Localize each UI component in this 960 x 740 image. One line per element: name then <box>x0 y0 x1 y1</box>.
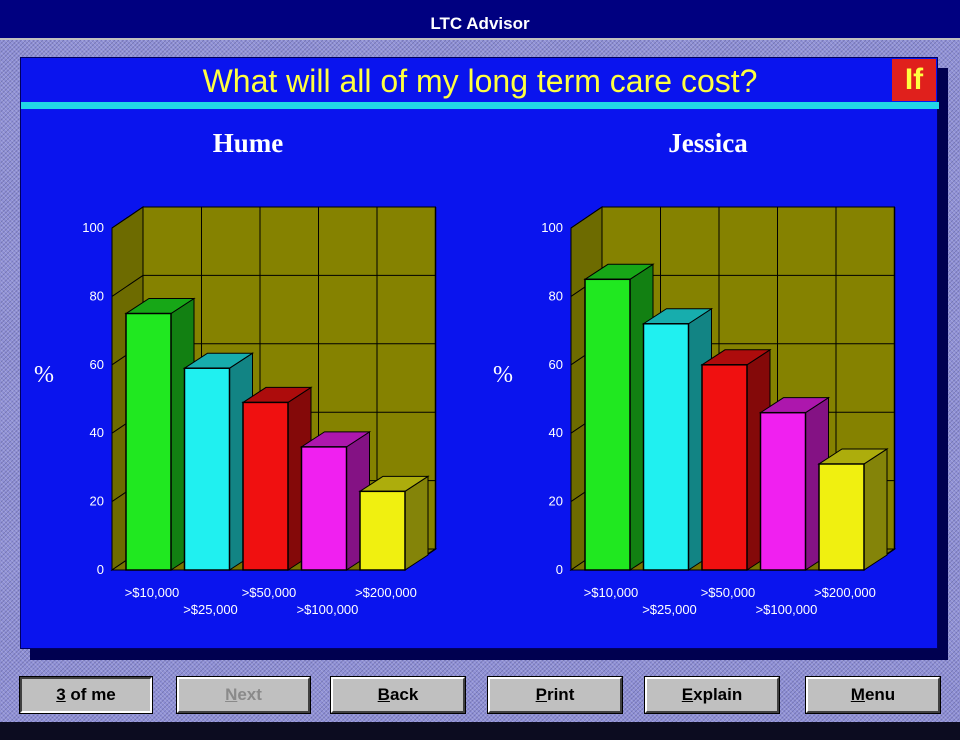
bar-side <box>863 448 888 571</box>
bar <box>183 367 231 571</box>
y-tick-label: 20 <box>549 494 563 509</box>
y-tick-label: 100 <box>541 220 563 235</box>
gridline <box>111 206 436 229</box>
back-button[interactable]: Back <box>330 676 466 714</box>
y-tick-label: 60 <box>549 357 563 372</box>
bottom-strip <box>0 722 960 740</box>
menu-button[interactable]: Menu <box>805 676 941 714</box>
y-tick-label: 60 <box>90 357 104 372</box>
chart-title-hume: Hume <box>212 128 284 158</box>
bar <box>584 278 631 571</box>
explain-button[interactable]: Explain <box>644 676 780 714</box>
x-tick-label: >$25,000 <box>642 602 697 617</box>
three-of-me-button[interactable]: 3 of me <box>19 676 153 714</box>
print-button[interactable]: Print <box>487 676 623 714</box>
x-tick-label: >$50,000 <box>701 585 756 600</box>
if-button[interactable]: If <box>892 59 936 101</box>
y-axis-label-hume: % <box>34 362 54 388</box>
heading-divider <box>21 102 939 109</box>
y-tick-label: 80 <box>90 288 104 303</box>
y-tick-label: 40 <box>90 425 104 440</box>
bar-side <box>404 475 429 571</box>
bar <box>818 463 865 571</box>
bar <box>242 401 289 571</box>
x-tick-label: >$50,000 <box>242 585 297 600</box>
gridline <box>111 274 436 297</box>
x-tick-label: >$25,000 <box>183 602 238 617</box>
x-tick-label: >$200,000 <box>355 585 417 600</box>
bar <box>642 323 690 571</box>
x-tick-label: >$200,000 <box>814 585 876 600</box>
y-axis-label-jessica: % <box>493 362 513 388</box>
bar <box>359 490 406 571</box>
bar <box>300 446 348 571</box>
y-tick-label: 0 <box>556 562 563 577</box>
x-tick-label: >$100,000 <box>297 602 359 617</box>
y-tick-label: 40 <box>549 425 563 440</box>
bar <box>759 411 807 571</box>
x-tick-label: >$100,000 <box>756 602 818 617</box>
y-tick-label: 0 <box>97 562 104 577</box>
title-bar: LTC Advisor <box>0 0 960 40</box>
chart-title-jessica: Jessica <box>668 128 748 158</box>
window-title: LTC Advisor <box>430 14 530 33</box>
x-tick-label: >$10,000 <box>125 585 180 600</box>
bar <box>125 312 172 571</box>
y-tick-label: 20 <box>90 494 104 509</box>
gridline <box>570 206 895 229</box>
y-tick-label: 80 <box>549 288 563 303</box>
page-heading: What will all of my long term care cost? <box>202 63 758 99</box>
bar <box>701 364 748 571</box>
y-tick-label: 100 <box>82 220 104 235</box>
x-tick-label: >$10,000 <box>584 585 639 600</box>
next-button[interactable]: Next <box>176 676 311 714</box>
